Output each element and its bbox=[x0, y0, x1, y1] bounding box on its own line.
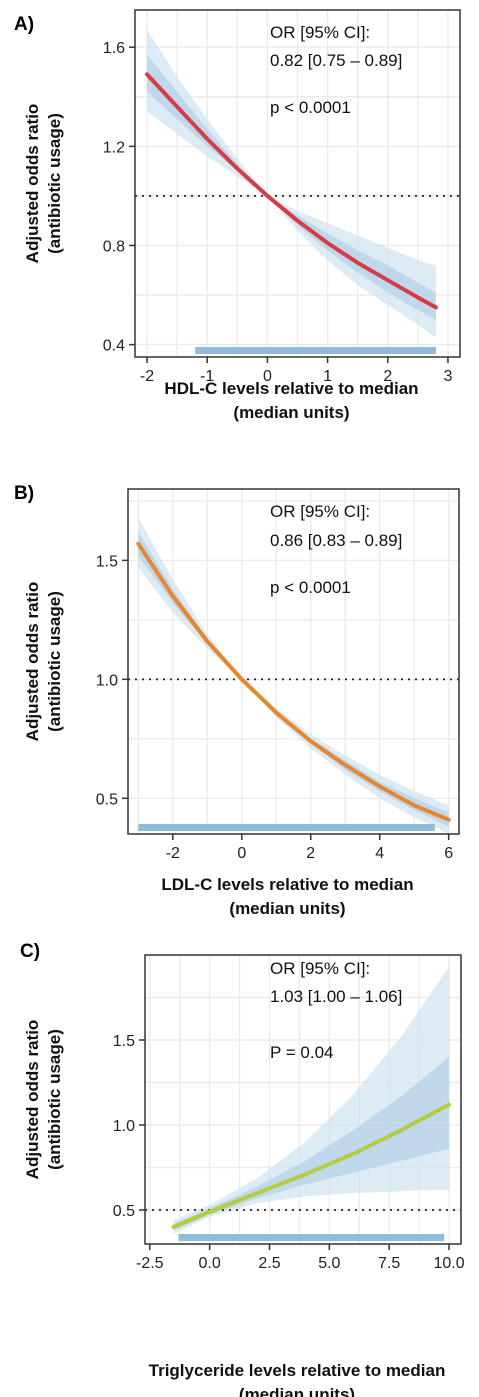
annotation-text: 1.03 [1.00 – 1.06] bbox=[270, 987, 402, 1006]
x-tick-label: 0 bbox=[263, 368, 272, 385]
x-tick-label: 2.5 bbox=[258, 1255, 280, 1272]
annotation-text: P = 0.04 bbox=[270, 1043, 334, 1062]
panel-a: -2 -1 0 1 2 3 0.4 0.8 1.2 1.6 A) Adjusted odds rati… bbox=[14, 9, 461, 422]
data-rug bbox=[195, 347, 436, 354]
x-tick-label: 3 bbox=[444, 368, 453, 385]
x-tick-label: -2 bbox=[140, 368, 154, 385]
x-axis-title-line1: LDL-C levels relative to median bbox=[161, 875, 413, 894]
x-tick-label: 7.5 bbox=[378, 1255, 400, 1272]
y-axis-title-line1: Adjusted odds ratio bbox=[23, 1020, 42, 1180]
y-tick-label: 1.0 bbox=[113, 1118, 135, 1135]
fitted-curve bbox=[145, 72, 438, 310]
ci-band-inner bbox=[173, 1057, 449, 1231]
x-tick-label: 4 bbox=[375, 845, 384, 862]
annotation-text: p < 0.0001 bbox=[270, 578, 351, 597]
y-axis-title-line1: Adjusted odds ratio bbox=[23, 582, 42, 742]
plot-frame bbox=[134, 9, 461, 358]
plot-frame bbox=[127, 488, 460, 835]
y-axis-title-line2: (antibiotic usage) bbox=[45, 113, 64, 254]
panel-letter: C) bbox=[20, 941, 40, 962]
x-tick-label: -1 bbox=[200, 368, 214, 385]
y-tick-label: 0.8 bbox=[103, 238, 125, 255]
x-tick-label: -2.5 bbox=[136, 1255, 164, 1272]
x-tick-label: 2 bbox=[306, 845, 315, 862]
ci-band-outer bbox=[173, 966, 449, 1234]
plot-frame bbox=[144, 954, 462, 1245]
y-tick-label: 0.5 bbox=[113, 1203, 135, 1220]
ci-band-inner bbox=[147, 54, 436, 320]
x-tick-label: 5.0 bbox=[318, 1255, 340, 1272]
x-axis-title-line1: HDL-C levels relative to median bbox=[164, 379, 418, 398]
x-tick-label: 10.0 bbox=[433, 1255, 464, 1272]
fitted-curve bbox=[136, 541, 451, 822]
panel-b: -2 0 2 4 6 0.5 1.0 1.5 B) Adjusted odds ratio (ant… bbox=[14, 483, 460, 918]
y-tick-label: 0.5 bbox=[96, 791, 118, 808]
fitted-curve bbox=[171, 1102, 451, 1229]
ci-band-outer bbox=[138, 517, 449, 834]
y-axis-title-line1: Adjusted odds ratio bbox=[23, 104, 42, 264]
annotation-text: 0.86 [0.83 – 0.89] bbox=[270, 531, 402, 550]
annotation-text: p < 0.0001 bbox=[270, 98, 351, 117]
x-tick-label: 6 bbox=[444, 845, 453, 862]
panel-letter: B) bbox=[14, 483, 34, 504]
y-axis-title-line2: (antibiotic usage) bbox=[45, 1029, 64, 1170]
x-tick-label: -2 bbox=[166, 845, 180, 862]
y-tick-label: 1.2 bbox=[103, 139, 125, 156]
panel-c: -2.5 0.0 2.5 5.0 7.5 10.0 0.5 1.0 1.5 C) Adjusted … bbox=[20, 941, 465, 1397]
panel-letter: A) bbox=[14, 14, 34, 35]
annotation-text: OR [95% CI]: bbox=[270, 959, 370, 978]
y-tick-label: 1.5 bbox=[96, 553, 118, 570]
x-tick-label: 2 bbox=[383, 368, 392, 385]
x-tick-label: 1 bbox=[323, 368, 332, 385]
y-tick-label: 1.5 bbox=[113, 1033, 135, 1050]
y-tick-label: 1.0 bbox=[96, 672, 118, 689]
data-rug bbox=[138, 824, 435, 831]
x-axis-title-line2: (median units) bbox=[229, 899, 345, 918]
y-tick-label: 1.6 bbox=[103, 40, 125, 57]
annotation-text: OR [95% CI]: bbox=[270, 502, 370, 521]
x-tick-label: 0 bbox=[237, 845, 246, 862]
data-rug bbox=[178, 1234, 445, 1241]
x-tick-label: 0.0 bbox=[199, 1255, 221, 1272]
annotation-text: OR [95% CI]: bbox=[270, 23, 370, 42]
x-axis-title-line1: Triglyceride levels relative to median bbox=[149, 1361, 446, 1380]
x-axis-title-line2: (median units) bbox=[233, 403, 349, 422]
x-axis-title-line2: (median units) bbox=[239, 1385, 355, 1397]
annotation-text: 0.82 [0.75 – 0.89] bbox=[270, 51, 402, 70]
y-axis-title-line2: (antibiotic usage) bbox=[45, 591, 64, 732]
y-tick-label: 0.4 bbox=[103, 338, 125, 355]
